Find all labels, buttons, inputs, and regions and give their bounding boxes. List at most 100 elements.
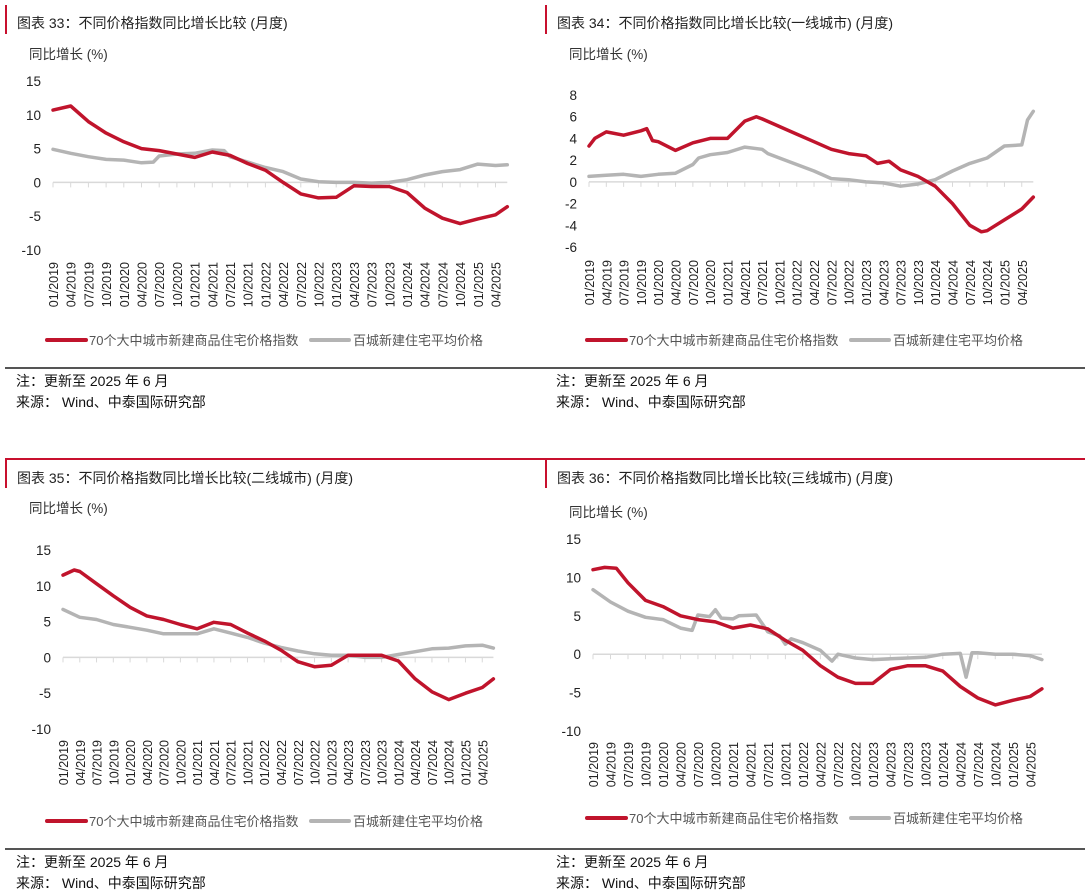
y-axis-label: 同比增长 (%)	[569, 505, 648, 520]
y-tick-label: 6	[569, 110, 577, 125]
x-tick-label: 01/2020	[652, 260, 666, 305]
x-tick-label: 04/2024	[947, 260, 961, 305]
legend-label-70-city-index: 70个大中城市新建商品住宅价格指数	[629, 333, 838, 348]
y-tick-label: 15	[36, 543, 51, 558]
x-tick-label: 07/2021	[756, 260, 770, 305]
series-line-70-city-index	[61, 568, 496, 702]
x-tick-label: 10/2019	[100, 262, 114, 307]
divider	[545, 367, 1085, 369]
x-tick-label: 10/2020	[704, 260, 718, 305]
series-line-70-city-index	[591, 565, 1044, 707]
x-tick-label: 01/2021	[189, 262, 203, 307]
x-tick-label: 01/2023	[325, 740, 339, 785]
x-tick-label: 07/2024	[972, 742, 986, 787]
legend-label-100-city-price: 百城新建住宅平均价格	[353, 333, 483, 348]
y-tick-label: 2	[569, 153, 577, 168]
x-tick-label: 04/2022	[808, 260, 822, 305]
x-tick-label: 01/2020	[118, 262, 132, 307]
x-tick-label: 10/2023	[383, 262, 397, 307]
x-tick-label: 04/2024	[409, 740, 423, 785]
accent-border-top	[5, 458, 545, 460]
x-tick-label: 01/2020	[657, 742, 671, 787]
x-tick-label: 04/2019	[604, 742, 618, 787]
series-line-100-city-price	[587, 109, 1036, 188]
accent-bar	[545, 458, 547, 488]
accent-bar	[5, 458, 7, 488]
x-tick-label: 07/2023	[359, 740, 373, 785]
y-axis-label: 同比增长 (%)	[29, 47, 108, 62]
x-tick-label: 04/2024	[419, 262, 433, 307]
x-tick-label: 01/2020	[124, 740, 138, 785]
x-tick-label: 07/2019	[622, 742, 636, 787]
chart-title: 图表 33：不同价格指数同比增长比较 (月度)	[17, 15, 288, 31]
x-tick-label: 07/2024	[426, 740, 440, 785]
x-tick-label: 04/2020	[674, 742, 688, 787]
legend-label-100-city-price: 百城新建住宅平均价格	[893, 811, 1023, 826]
x-tick-label: 10/2020	[174, 740, 188, 785]
x-tick-label: 10/2023	[376, 740, 390, 785]
y-tick-label: 0	[569, 175, 577, 190]
source-note: 来源： Wind、中泰国际研究部	[556, 394, 746, 410]
x-tick-label: 07/2021	[224, 262, 238, 307]
x-tick-label: 07/2022	[292, 740, 306, 785]
x-tick-label: 01/2024	[392, 740, 406, 785]
y-tick-label: 10	[566, 570, 581, 585]
x-tick-label: 10/2022	[843, 260, 857, 305]
x-tick-label: 04/2021	[744, 742, 758, 787]
update-note: 注：更新至 2025 年 6 月	[16, 854, 169, 870]
y-tick-label: 5	[33, 142, 41, 157]
y-tick-label: -10	[561, 724, 581, 739]
source-note: 来源： Wind、中泰国际研究部	[16, 394, 206, 410]
y-tick-label: 4	[569, 131, 577, 146]
y-tick-label: -5	[569, 686, 581, 701]
x-tick-label: 04/2025	[490, 262, 504, 307]
x-tick-label: 10/2021	[241, 740, 255, 785]
series-line-100-city-price	[61, 607, 496, 660]
x-tick-label: 10/2020	[709, 742, 723, 787]
x-tick-label: 01/2022	[258, 740, 272, 785]
y-tick-label: -4	[565, 218, 577, 233]
x-tick-label: 04/2025	[1024, 742, 1038, 787]
series-line-70-city-index	[51, 104, 510, 226]
x-tick-label: 07/2019	[82, 262, 96, 307]
y-tick-label: 0	[43, 650, 51, 665]
x-tick-label: 04/2021	[739, 260, 753, 305]
x-tick-label: 10/2023	[912, 260, 926, 305]
y-tick-label: -2	[565, 197, 577, 212]
x-tick-label: 04/2023	[342, 740, 356, 785]
x-tick-label: 04/2020	[136, 262, 150, 307]
y-tick-label: -5	[29, 209, 41, 224]
y-axis-label: 同比增长 (%)	[569, 47, 648, 62]
x-tick-label: 04/2022	[275, 740, 289, 785]
x-tick-label: 10/2020	[171, 262, 185, 307]
y-tick-label: -6	[565, 240, 577, 255]
update-note: 注：更新至 2025 年 6 月	[556, 854, 709, 870]
series-line-100-city-price	[51, 147, 510, 185]
x-tick-label: 04/2021	[206, 262, 220, 307]
x-tick-label: 01/2019	[587, 742, 601, 787]
x-tick-label: 04/2023	[348, 262, 362, 307]
y-tick-label: 10	[26, 108, 41, 123]
x-tick-label: 01/2019	[57, 740, 71, 785]
x-tick-label: 07/2021	[225, 740, 239, 785]
source-note: 来源： Wind、中泰国际研究部	[556, 875, 746, 891]
chart-title: 图表 34：不同价格指数同比增长比较(一线城市) (月度)	[557, 15, 893, 31]
divider	[5, 848, 545, 850]
chart-title: 图表 36：不同价格指数同比增长比较(三线城市) (月度)	[557, 470, 893, 486]
accent-border-top	[545, 458, 1085, 460]
legend-label-70-city-index: 70个大中城市新建商品住宅价格指数	[89, 814, 298, 829]
x-tick-label: 07/2020	[692, 742, 706, 787]
x-tick-label: 07/2024	[436, 262, 450, 307]
x-tick-label: 07/2023	[895, 260, 909, 305]
y-tick-label: 15	[26, 74, 41, 89]
x-tick-label: 10/2024	[454, 262, 468, 307]
x-tick-label: 07/2019	[618, 260, 632, 305]
x-tick-label: 07/2022	[832, 742, 846, 787]
x-tick-label: 04/2022	[814, 742, 828, 787]
legend-label-70-city-index: 70个大中城市新建商品住宅价格指数	[629, 811, 838, 826]
x-tick-label: 10/2021	[242, 262, 256, 307]
x-tick-label: 10/2019	[635, 260, 649, 305]
series-line-100-city-price	[591, 587, 1044, 679]
x-tick-label: 10/2023	[919, 742, 933, 787]
